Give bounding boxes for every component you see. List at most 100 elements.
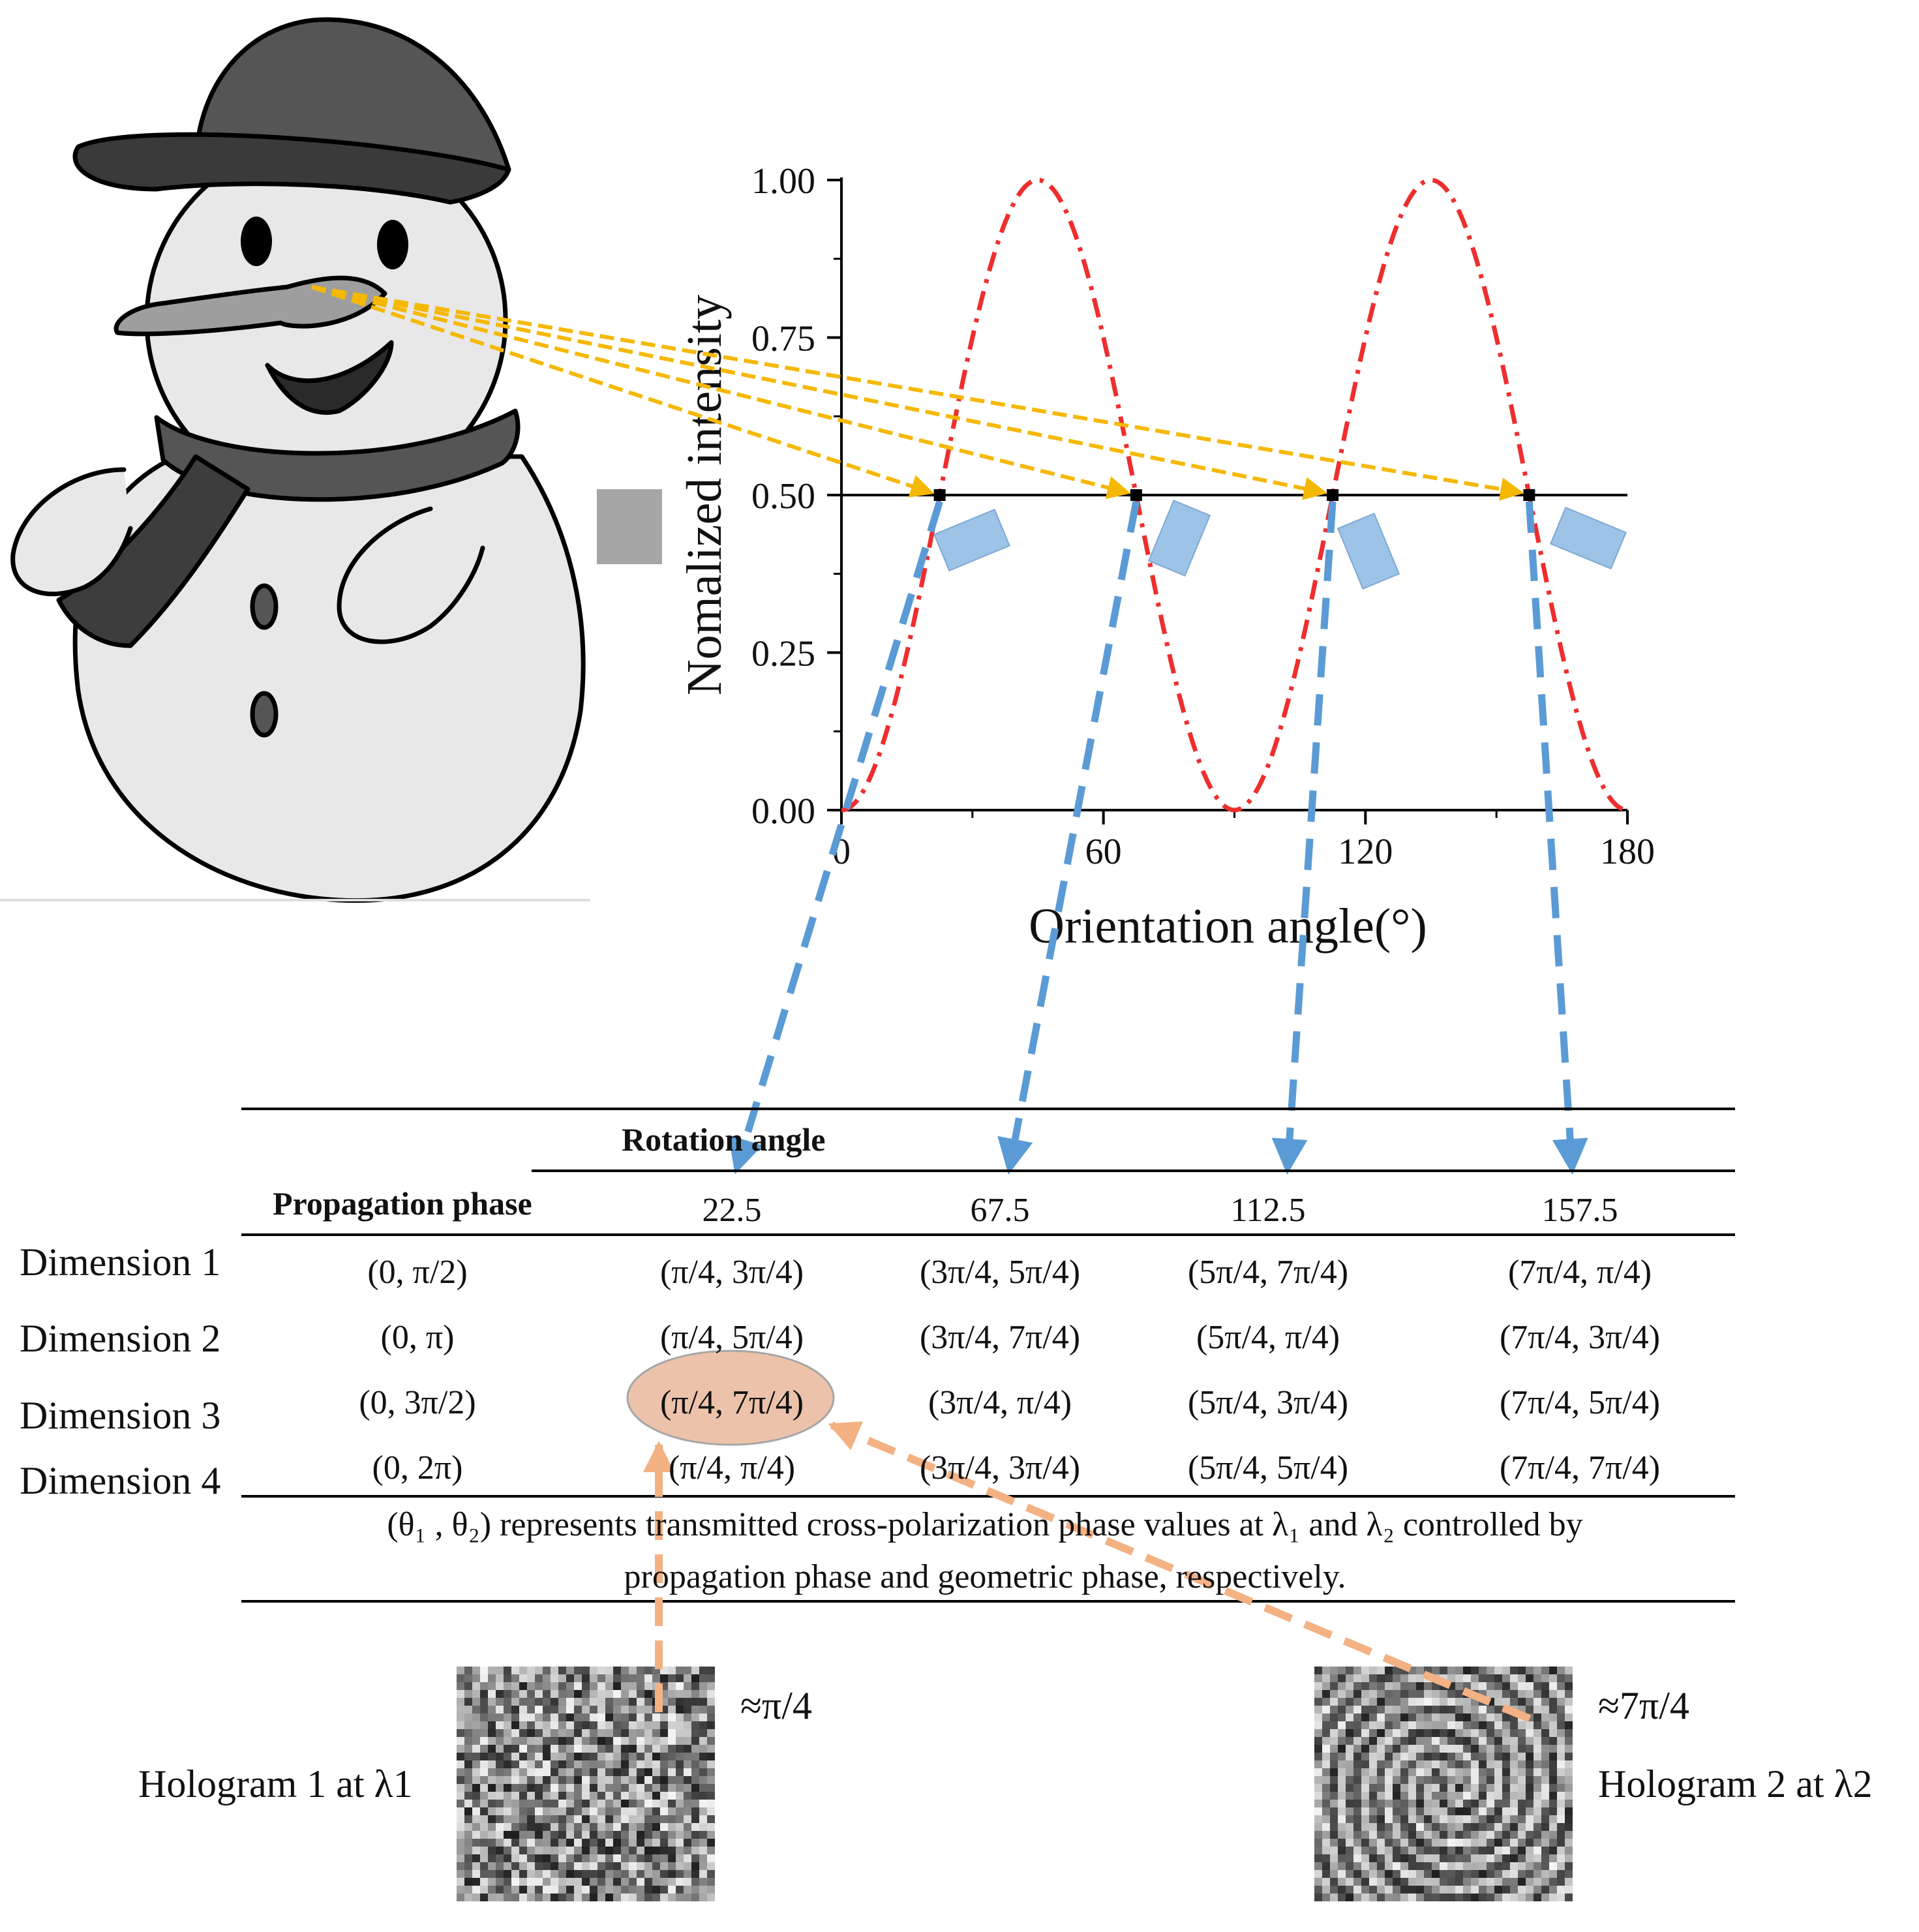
hologram-pixel [691,1784,699,1792]
hologram-pixel [676,1690,684,1698]
hologram-pixel [644,1698,652,1706]
hologram-pixel [660,1870,668,1878]
hologram-pixel [488,1690,496,1698]
hologram-pixel [558,1768,566,1776]
hologram-pixel [535,1745,543,1753]
hologram-pixel [699,1768,707,1776]
hologram-pixel [691,1792,699,1800]
hologram-pixel [621,1753,629,1760]
hologram-pixel [558,1753,566,1760]
hologram-pixel [1408,1854,1416,1862]
hologram-pixel [496,1815,504,1823]
hologram-pixel [1471,1854,1479,1862]
hologram-pixel [582,1698,590,1706]
hologram-pixel [707,1847,715,1854]
hologram-pixel [629,1713,637,1721]
table-cell: (5π/4, π/4) [1196,1319,1340,1356]
hologram-pixel [590,1682,597,1690]
hologram-pixel [527,1854,535,1862]
yellow-arrow [311,285,1524,501]
hologram-pixel [566,1847,574,1854]
hologram-pixel [1447,1737,1455,1745]
hologram-pixel [574,1854,582,1862]
hologram-pixel [629,1823,637,1831]
hologram-pixel [1557,1682,1565,1690]
hologram-pixel [1400,1776,1408,1784]
hologram-pixel [566,1894,574,1901]
hologram-pixel [496,1753,504,1760]
hologram-pixel [1377,1776,1385,1784]
column-header: 112.5 [1230,1192,1306,1229]
hologram-pixel [590,1729,597,1737]
hologram-pixel [1314,1745,1322,1753]
hologram-pixel [684,1784,691,1792]
hologram-pixel [1393,1721,1400,1729]
hologram-pixel [1393,1667,1400,1674]
hologram-pixel [1541,1760,1549,1768]
hologram-pixel [660,1737,668,1745]
hologram-pixel [1400,1839,1408,1847]
hologram-pixel [660,1721,668,1729]
hologram-pixel [590,1870,597,1878]
hologram-pixel [1463,1854,1471,1862]
hologram-pixel [652,1886,660,1894]
hologram-pixel [1377,1690,1385,1698]
hologram-pixel [1502,1784,1510,1792]
hologram-pixel [1479,1847,1487,1854]
hologram-pixel [1369,1792,1377,1800]
hologram-pixel [1502,1737,1510,1745]
hologram-pixel [676,1878,684,1886]
hologram-pixel [1447,1674,1455,1682]
hologram-pixel [629,1862,637,1870]
hologram-pixel [699,1760,707,1768]
hologram-pixel [464,1768,472,1776]
gray-square [597,489,662,564]
hologram-pixel [621,1792,629,1800]
hologram-pixel [535,1760,543,1768]
hologram-pixel [1534,1667,1541,1674]
hologram-pixel [1346,1870,1353,1878]
hologram-pixel [1346,1745,1353,1753]
hologram-pixel [535,1854,543,1862]
hologram-pixel [504,1745,511,1753]
hologram-pixel [1541,1729,1549,1737]
hologram-pixel [1369,1737,1377,1745]
hologram-pixel [511,1878,519,1886]
hologram-pixel [543,1674,551,1682]
hologram-pixel [480,1847,488,1854]
hologram-pixel [1408,1847,1416,1854]
hologram-pixel [1361,1729,1369,1737]
hologram-pixel [1479,1745,1487,1753]
hologram-pixel [1338,1815,1346,1823]
hologram-pixel [597,1862,605,1870]
hologram-pixel [504,1698,511,1706]
hologram-pixel [597,1784,605,1792]
hologram-pixel [1400,1886,1408,1894]
hologram-pixel [605,1894,613,1901]
hologram-pixel [1432,1839,1440,1847]
hologram-pixel [472,1847,480,1854]
hologram-pixel [543,1721,551,1729]
nanopillars [933,500,1627,590]
hologram-pixel [464,1854,472,1862]
hologram-pixel [1494,1854,1502,1862]
hologram-pixel [590,1815,597,1823]
hologram-pixel [676,1713,684,1721]
hologram-pixel [1385,1729,1393,1737]
hologram-pixel [1455,1776,1463,1784]
hologram-pixel [1353,1839,1361,1847]
hologram-pixel [1440,1870,1447,1878]
hologram-pixel [707,1784,715,1792]
hologram-pixel [496,1745,504,1753]
hologram-pixel [504,1807,511,1815]
hologram-pixel [637,1878,644,1886]
hologram-pixel [1408,1831,1416,1839]
hologram-pixel [597,1807,605,1815]
hologram-pixel [1408,1823,1416,1831]
hologram-pixel [535,1768,543,1776]
hologram-pixel [1314,1682,1322,1690]
hologram-pixel [1518,1776,1526,1784]
hologram-pixel [511,1768,519,1776]
hologram-pixel [566,1823,574,1831]
hologram-pixel [1487,1682,1494,1690]
